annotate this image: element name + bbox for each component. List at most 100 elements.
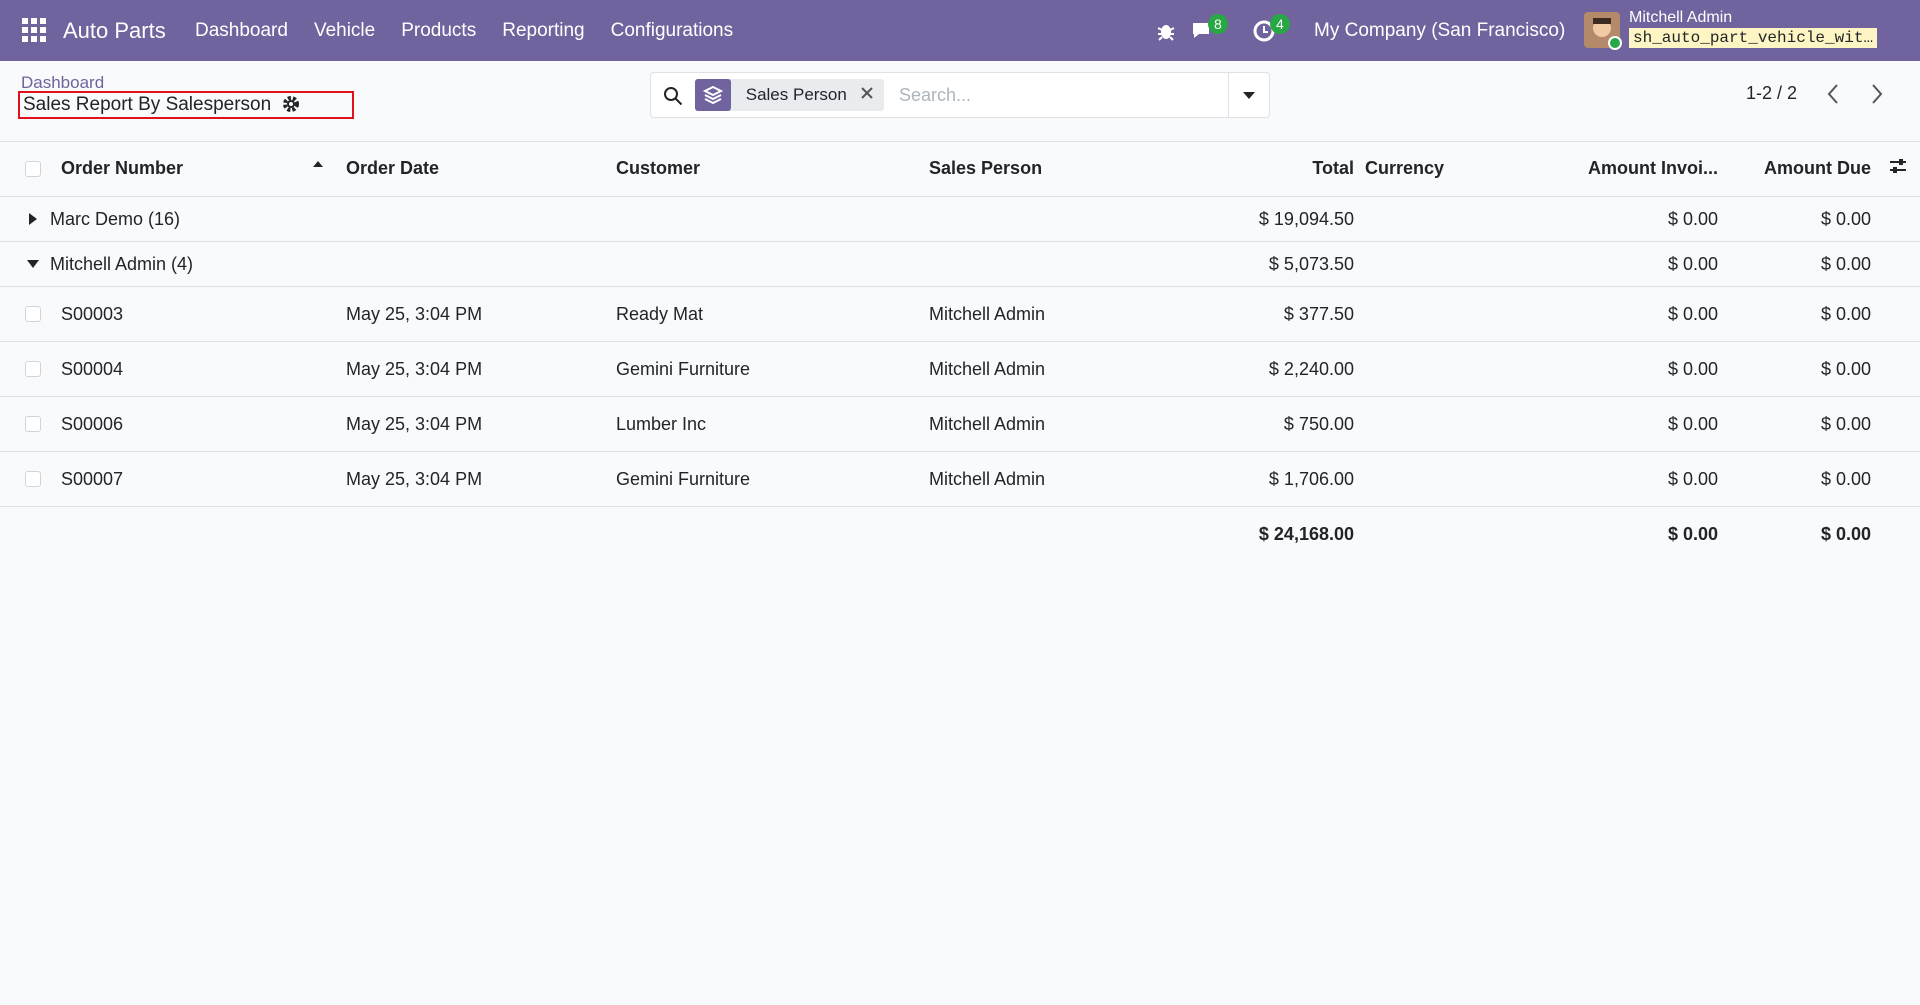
header-select: [0, 141, 60, 197]
control-panel: Dashboard Sales Report By Salesperson Sa…: [0, 61, 1920, 142]
optional-columns[interactable]: [1881, 141, 1920, 197]
app-name[interactable]: Auto Parts: [63, 18, 166, 43]
company-switcher[interactable]: My Company (San Francisco): [1314, 20, 1566, 41]
group-header: Marc Demo (16): [0, 196, 1120, 242]
order-number: S00007: [60, 451, 345, 507]
sales-person: Mitchell Admin: [928, 286, 1120, 342]
menu-item[interactable]: Vehicle: [313, 20, 376, 41]
column-header[interactable]: Order Date: [345, 141, 615, 197]
row-checkbox[interactable]: [25, 471, 41, 487]
column-header[interactable]: Amount Due: [1728, 141, 1881, 197]
amount-due: $ 0.00: [1728, 396, 1881, 452]
column-header[interactable]: Order Number: [60, 141, 345, 197]
footer-total: $ 24,168.00: [1258, 523, 1354, 544]
search-icon[interactable]: [663, 86, 683, 106]
menu-item[interactable]: Dashboard: [195, 20, 288, 41]
amount-invoiced: $ 0.00: [1500, 396, 1728, 452]
order-number: S00003: [60, 286, 345, 342]
sales-person: Mitchell Admin: [928, 396, 1120, 452]
navbar: Auto Parts Dashboard Vehicle Products Repor…: [0, 0, 1920, 61]
record-row[interactable]: S00003 May 25, 3:04 PM Ready Mat Mitchell A…: [0, 286, 1920, 342]
group-amount-invoiced: $ 0.00: [1500, 196, 1728, 242]
group-spacer: [1881, 196, 1920, 242]
title-text: Sales Report By Salesperson: [23, 94, 272, 115]
record-select: [0, 341, 60, 397]
column-header[interactable]: Currency: [1364, 141, 1500, 197]
record-select: [0, 396, 60, 452]
group-caret[interactable]: [26, 257, 40, 271]
row-checkbox[interactable]: [25, 160, 41, 177]
facet-remove[interactable]: [860, 86, 874, 100]
amount-invoiced: $ 0.00: [1500, 286, 1728, 342]
row-spacer: [1881, 451, 1920, 507]
search-dropdown[interactable]: [1228, 73, 1269, 117]
menu-item[interactable]: Reporting: [502, 20, 585, 41]
column-header[interactable]: Customer: [615, 141, 928, 197]
apps-icon[interactable]: [22, 18, 46, 42]
facet-label: Sales Person: [745, 85, 847, 104]
row-checkbox[interactable]: [25, 306, 41, 322]
pager-next[interactable]: [1870, 83, 1884, 105]
record-select: [0, 451, 60, 507]
footer-spacer: [0, 507, 1120, 562]
pager-previous[interactable]: [1826, 83, 1840, 105]
facet: Sales Person: [695, 79, 884, 111]
order-date: May 25, 3:04 PM: [345, 451, 615, 507]
group-row[interactable]: Marc Demo (16) $ 19,094.50 $ 0.00 $ 0.00: [0, 196, 1920, 242]
user-name[interactable]: Mitchell Admin: [1629, 9, 1733, 26]
group-caret[interactable]: [26, 212, 40, 226]
column-header[interactable]: Sales Person: [928, 141, 1120, 197]
record-select: [0, 286, 60, 342]
column-header[interactable]: Total: [1120, 141, 1364, 197]
breadcrumb[interactable]: Dashboard: [21, 73, 105, 92]
record-row[interactable]: S00004 May 25, 3:04 PM Gemini Furniture Mit…: [0, 341, 1920, 397]
footer-row: $ 24,168.00 $ 0.00 $ 0.00: [0, 507, 1920, 562]
row-checkbox[interactable]: [25, 361, 41, 377]
currency: [1364, 451, 1500, 507]
group-total: $ 19,094.50: [1120, 196, 1364, 242]
group-total: $ 5,073.50: [1120, 241, 1364, 287]
search-input[interactable]: Search...: [899, 85, 972, 105]
pager[interactable]: 1-2 / 2: [1746, 83, 1798, 103]
currency: [1364, 341, 1500, 397]
total: $ 1,706.00: [1120, 451, 1364, 507]
menu-item[interactable]: Products: [401, 20, 477, 41]
row-checkbox[interactable]: [25, 416, 41, 432]
group-header: Mitchell Admin (4): [0, 241, 1120, 287]
group-amount-due: $ 0.00: [1728, 196, 1881, 242]
total: $ 2,240.00: [1120, 341, 1364, 397]
sales-person: Mitchell Admin: [928, 451, 1120, 507]
footer-end: [1881, 507, 1920, 562]
view-title: Sales Report By Salesperson: [18, 91, 354, 119]
record-row[interactable]: S00006 May 25, 3:04 PM Lumber Inc Mitchell …: [0, 396, 1920, 452]
amount-due: $ 0.00: [1728, 341, 1881, 397]
group-label: Mitchell Admin (4): [50, 253, 194, 274]
order-number: S00006: [60, 396, 345, 452]
debug-icon[interactable]: [1156, 20, 1176, 42]
footer-currency: [1364, 507, 1500, 562]
activities-badge: 4: [1270, 14, 1290, 34]
customer: Ready Mat: [615, 286, 928, 342]
group-currency: [1364, 241, 1500, 287]
sales-person: Mitchell Admin: [928, 341, 1120, 397]
column-header[interactable]: Amount Invoi...: [1500, 141, 1728, 197]
group-currency: [1364, 196, 1500, 242]
customer: Gemini Furniture: [615, 451, 928, 507]
order-number: S00004: [60, 341, 345, 397]
order-date: May 25, 3:04 PM: [345, 396, 615, 452]
total: $ 377.50: [1120, 286, 1364, 342]
menu-item[interactable]: Configurations: [610, 20, 734, 41]
row-spacer: [1881, 341, 1920, 397]
record-row[interactable]: S00007 May 25, 3:04 PM Gemini Furniture Mit…: [0, 451, 1920, 507]
total: $ 750.00: [1120, 396, 1364, 452]
amount-due: $ 0.00: [1728, 451, 1881, 507]
avatar[interactable]: [1584, 12, 1622, 50]
messages-icon[interactable]: [1191, 20, 1217, 42]
group-row[interactable]: Mitchell Admin (4) $ 5,073.50 $ 0.00 $ 0.00: [0, 241, 1920, 287]
customer: Gemini Furniture: [615, 341, 928, 397]
group-spacer: [1881, 241, 1920, 287]
database-name: sh_auto_part_vehicle_wit…: [1629, 28, 1878, 48]
amount-due: $ 0.00: [1728, 286, 1881, 342]
sort-indicator: [313, 161, 323, 167]
gear-icon[interactable]: [282, 95, 300, 113]
